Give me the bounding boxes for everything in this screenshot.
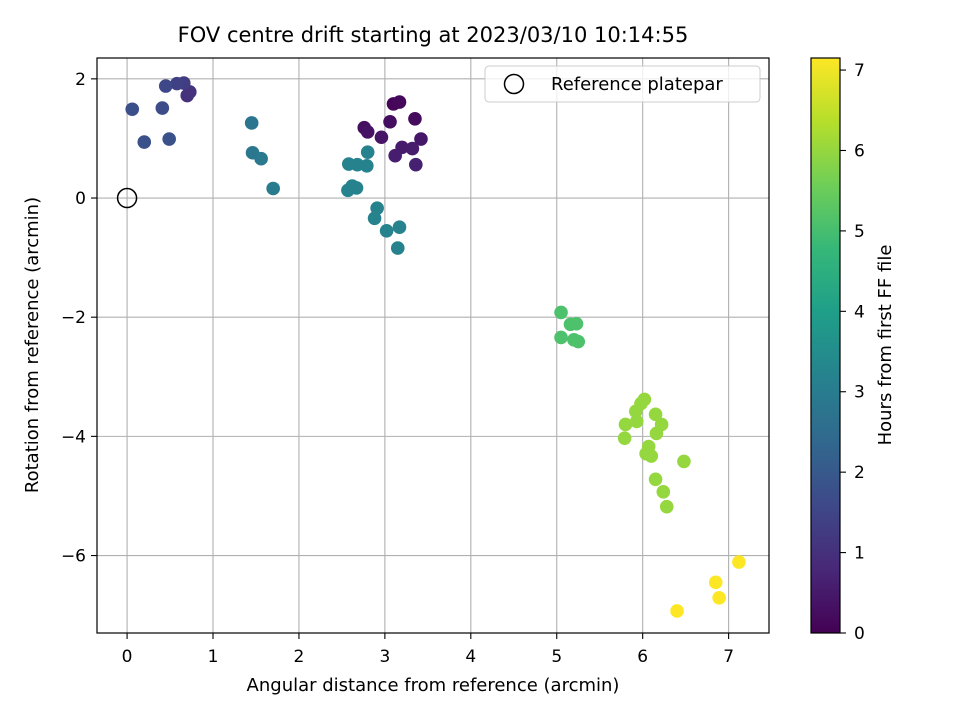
- scatter-point: [618, 417, 633, 432]
- scatter-point: [266, 181, 280, 196]
- y-axis-ticks: −6 −4 −2 0 2: [61, 70, 97, 567]
- x-tick-label: 3: [379, 647, 390, 667]
- scatter-point: [374, 130, 389, 145]
- scatter-point: [659, 499, 674, 514]
- scatter-point: [656, 484, 671, 499]
- scatter-point: [392, 95, 407, 109]
- legend-box: [484, 65, 761, 103]
- y-tick-label: 2: [75, 70, 86, 90]
- scatter-point: [571, 334, 586, 349]
- scatter-point: [414, 132, 428, 146]
- scatter-point: [648, 472, 663, 487]
- plot-frame: [96, 57, 770, 634]
- scatter-point: [360, 125, 375, 139]
- scatter-point: [341, 183, 355, 198]
- scatter-point: [158, 79, 173, 93]
- scatter-point: [360, 145, 375, 159]
- colorbar-tick-label: 0: [854, 624, 865, 644]
- scatter-point: [125, 102, 140, 117]
- y-tick-label: −4: [61, 427, 86, 447]
- chart-title: FOV centre drift starting at 2023/03/10 …: [178, 23, 689, 47]
- colorbar-tick-label: 6: [854, 141, 865, 161]
- scatter-point: [629, 404, 643, 419]
- scatter-point: [670, 604, 684, 618]
- scatter-point: [732, 555, 746, 569]
- x-axis-ticks: 0 1 2 3 4 5 6 7: [122, 633, 734, 667]
- scatter-point: [254, 151, 268, 166]
- scatter-point: [170, 76, 184, 91]
- colorbar-tick-label: 3: [854, 383, 865, 403]
- colorbar-ticks: 0 1 2 3 4 5 6 7: [840, 61, 865, 644]
- grid-lines: [97, 58, 769, 633]
- y-axis-label: Rotation from reference (arcmin): [22, 197, 43, 493]
- reference-platepar-marker: [116, 187, 138, 209]
- scatter-point: [137, 135, 152, 149]
- colorbar-label: Hours from first FF file: [875, 245, 896, 446]
- scatter-point: [409, 157, 423, 172]
- scatter-point: [392, 220, 407, 235]
- x-axis-label: Angular distance from reference (arcmin): [247, 675, 620, 696]
- scatter-point: [360, 159, 374, 173]
- scatter-point: [162, 132, 176, 146]
- scatter-point: [644, 449, 659, 463]
- scatter-point: [390, 241, 405, 255]
- scatter-point: [388, 148, 402, 163]
- scatter-point: [648, 407, 663, 422]
- x-tick-label: 5: [551, 647, 562, 667]
- legend-entry-reference-platepar: Reference platepar: [551, 74, 723, 95]
- scatter-point: [708, 575, 723, 590]
- scatter-point: [629, 414, 644, 429]
- scatter-point: [569, 316, 584, 331]
- legend-reference-marker: [503, 73, 525, 95]
- data-points: [125, 76, 746, 618]
- scatter-point: [155, 101, 170, 115]
- y-tick-label: −2: [61, 308, 86, 328]
- legend: Reference platepar: [484, 65, 761, 103]
- x-tick-label: 1: [208, 647, 219, 667]
- x-tick-label: 4: [465, 647, 476, 667]
- scatter-point: [554, 330, 568, 345]
- x-tick-label: 6: [637, 647, 648, 667]
- colorbar-gradient: [810, 57, 841, 634]
- scatter-point: [405, 141, 420, 156]
- scatter-point: [677, 454, 691, 469]
- y-tick-label: 0: [75, 189, 86, 209]
- scatter-point: [617, 431, 632, 445]
- y-tick-label: −6: [61, 547, 86, 567]
- colorbar-tick-label: 4: [854, 302, 865, 322]
- colorbar-tick-label: 1: [854, 544, 865, 564]
- x-tick-label: 2: [294, 647, 305, 667]
- colorbar-tick-label: 7: [854, 61, 865, 81]
- scatter-point: [379, 223, 394, 238]
- scatter-point: [367, 211, 382, 226]
- colorbar: 0 1 2 3 4 5 6 7 Hours from first FF file: [810, 57, 896, 644]
- colorbar-tick-label: 2: [854, 463, 865, 483]
- scatter-point: [383, 114, 397, 129]
- x-tick-label: 0: [122, 647, 133, 667]
- colorbar-tick-label: 5: [854, 222, 865, 242]
- scatter-point: [554, 305, 568, 320]
- scatter-point: [649, 426, 664, 441]
- scatter-point: [408, 111, 422, 126]
- scatter-point: [244, 116, 259, 130]
- scatter-point: [712, 591, 726, 605]
- x-tick-label: 7: [723, 647, 734, 667]
